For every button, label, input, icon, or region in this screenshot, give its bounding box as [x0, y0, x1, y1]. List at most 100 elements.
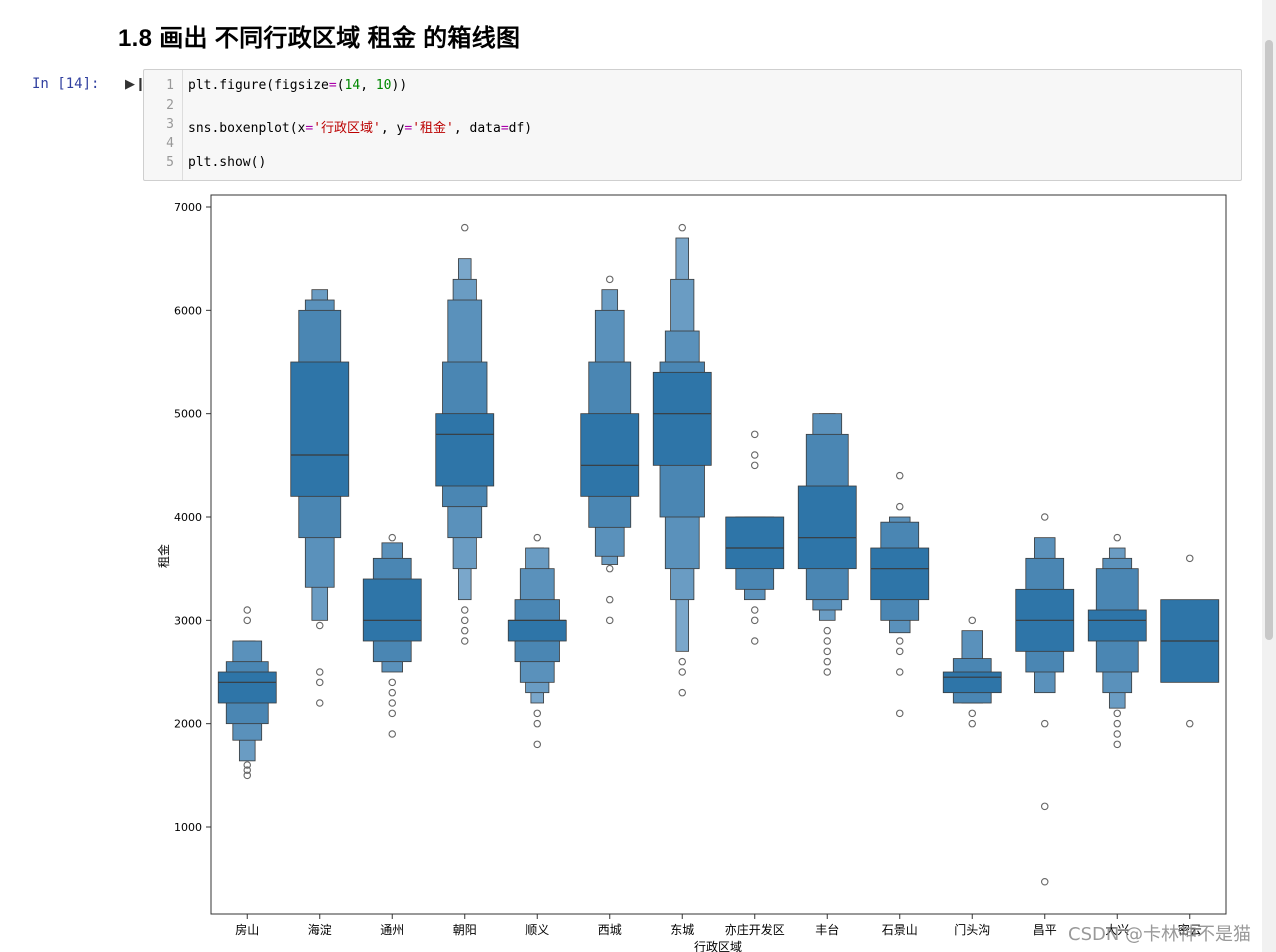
boxen-box [870, 547, 930, 601]
cell-prompt: In [14]: [32, 76, 100, 92]
outlier-point [968, 709, 976, 718]
outlier-point [678, 223, 686, 232]
outlier-point [895, 709, 904, 718]
y-axis-label: 租金 [156, 544, 171, 568]
x-tick-label: 丰台 [815, 922, 839, 937]
x-axis: 房山 海淀 通州 朝阳 顺义 西城 东城 亦庄开发区 丰台 石景山 门头沟 昌平 大兴 密云 [235, 914, 1202, 937]
page-scroll-thumb[interactable] [1265, 40, 1273, 640]
y-tick-label: 4000 [174, 511, 202, 524]
outlier-point [968, 616, 976, 625]
outlier-point [823, 657, 831, 666]
outlier-point [678, 668, 686, 676]
outlier-point [1041, 802, 1049, 811]
boxen-box [652, 371, 712, 466]
outlier-point [315, 668, 324, 676]
y-tick-label: 1000 [174, 821, 202, 834]
section-heading: 1.8 画出 不同行政区域 租金 的箱线图 [118, 25, 521, 52]
outlier-point [315, 621, 324, 630]
outlier-point [243, 766, 252, 774]
boxen-box [507, 619, 567, 642]
outlier-point [243, 616, 252, 625]
line-number: 3 [166, 117, 174, 132]
outlier-point [1113, 740, 1122, 749]
outlier-point [243, 606, 252, 614]
boxen-box [725, 516, 785, 570]
outlier-point [243, 761, 252, 769]
run-cell-icon[interactable]: ▶❙ [125, 77, 146, 92]
outlier-point [750, 606, 759, 614]
y-tick-label: 2000 [174, 718, 202, 731]
boxen-box [580, 413, 640, 497]
outlier-point [750, 616, 759, 625]
code-line-5: plt.show() [188, 155, 267, 170]
line-number: 4 [166, 136, 174, 151]
x-tick-label: 顺义 [525, 923, 549, 937]
x-tick-label: 石景山 [882, 923, 918, 937]
outlier-point [1113, 533, 1122, 542]
outlier-point [823, 637, 831, 645]
outlier-point [388, 688, 396, 697]
outlier-point [750, 461, 759, 470]
x-tick-label: 东城 [670, 923, 694, 937]
outlier-point [1186, 554, 1194, 563]
outlier-point [533, 533, 541, 542]
line-number: 5 [166, 155, 174, 170]
outlier-point [605, 564, 614, 573]
outlier-point [460, 616, 469, 625]
boxen-box [797, 485, 857, 570]
boxen-series [217, 223, 1220, 886]
plot-area-frame [210, 194, 1227, 915]
outlier-point [605, 275, 614, 284]
outlier-point [750, 430, 759, 439]
outlier-point [388, 533, 396, 542]
boxen-box [290, 361, 350, 497]
line-number: 2 [166, 98, 174, 113]
line-number-gutter: 1 2 3 4 5 [144, 70, 183, 180]
outlier-point [460, 637, 469, 645]
outlier-point [750, 637, 759, 645]
outlier-point [678, 657, 686, 666]
y-tick-label: 5000 [174, 408, 202, 421]
code-cell[interactable]: 1 2 3 4 5 plt.figure(figsize=(14, 10)) s… [143, 69, 1242, 181]
outlier-point [895, 647, 904, 656]
x-tick-label: 西城 [598, 923, 622, 937]
watermark: CSDN @卡林神不是猫 [1068, 924, 1252, 945]
outlier-point [750, 451, 759, 459]
outlier-point [388, 678, 396, 687]
code-line-1: plt.figure(figsize=(14, 10)) [188, 78, 408, 93]
x-tick-label: 通州 [380, 923, 404, 937]
outlier-point [895, 502, 904, 511]
y-axis: 1000 2000 3000 4000 5000 6000 7000 [174, 201, 211, 834]
outlier-point [388, 730, 396, 738]
outlier-point [895, 471, 904, 480]
outlier-point [533, 709, 541, 718]
outlier-point [1113, 709, 1122, 718]
outlier-point [968, 719, 976, 728]
outlier-point [895, 637, 904, 645]
x-tick-label: 朝阳 [453, 923, 477, 937]
boxen-box [1087, 609, 1147, 642]
x-tick-label: 海淀 [308, 922, 332, 937]
outlier-point [678, 688, 686, 697]
outlier-point [388, 699, 396, 707]
outlier-point [605, 616, 614, 625]
x-axis-label: 行政区域 [694, 940, 742, 952]
x-tick-label: 亦庄开发区 [725, 922, 785, 937]
boxen-box [362, 578, 422, 642]
outlier-point [388, 709, 396, 718]
outlier-point [243, 771, 252, 780]
outlier-point [1186, 719, 1194, 728]
outlier-point [460, 223, 469, 232]
y-tick-label: 6000 [174, 304, 202, 317]
code-line-3: sns.boxenplot(x='行政区域', y='租金', data=df) [188, 121, 533, 136]
boxen-box [435, 413, 495, 487]
boxen-box [217, 671, 277, 704]
y-tick-label: 7000 [174, 201, 202, 214]
outlier-point [823, 668, 831, 676]
outlier-point [823, 647, 831, 656]
outlier-point [1041, 513, 1049, 521]
outlier-point [1113, 730, 1122, 738]
x-tick-label: 昌平 [1033, 923, 1057, 937]
outlier-point [315, 678, 324, 687]
